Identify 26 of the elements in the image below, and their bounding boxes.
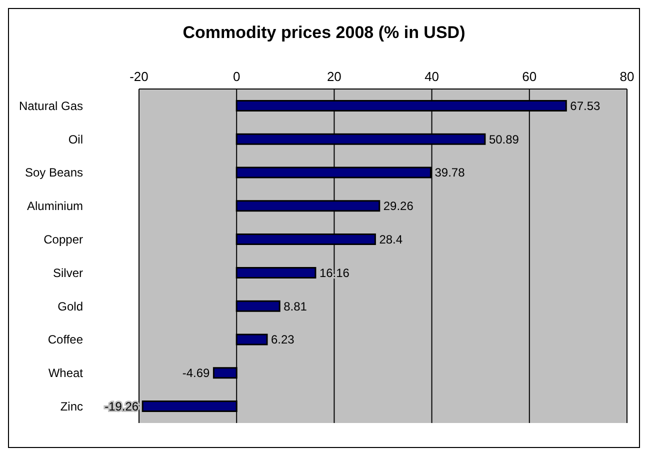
- y-tick-label: Wheat: [48, 366, 84, 380]
- x-tick-label: -20: [130, 69, 148, 84]
- x-tick-label: 40: [424, 69, 440, 84]
- chart-title: Commodity prices 2008 (% in USD): [182, 23, 466, 44]
- y-tick-label: Coffee: [48, 332, 84, 347]
- y-tick-label: Copper: [44, 232, 83, 246]
- y-tick-label: Oil: [68, 132, 83, 146]
- data-label: 28.4: [379, 232, 403, 246]
- data-label: 50.89: [488, 132, 520, 146]
- x-tick-label: 20: [326, 69, 342, 84]
- data-label: 8.81: [284, 299, 308, 314]
- data-label: -19.26: [104, 399, 139, 414]
- y-tick-label: Natural Gas: [18, 98, 83, 113]
- y-tick-label: Soy Beans: [24, 166, 83, 180]
- data-label: 6.23: [271, 332, 295, 347]
- data-label: 67.53: [570, 98, 600, 113]
- data-label: 39.78: [434, 166, 466, 180]
- y-tick-label: Silver: [52, 266, 83, 280]
- data-label: -4.69: [182, 366, 210, 380]
- y-tick-label: Gold: [58, 299, 83, 314]
- data-label: 29.26: [383, 199, 414, 214]
- x-tick-label: 60: [522, 69, 537, 84]
- y-tick-label: Zinc: [60, 400, 83, 414]
- x-tick-label: 0: [232, 69, 240, 84]
- y-tick-label: Aluminium: [26, 199, 84, 214]
- x-tick-label: 80: [620, 69, 634, 84]
